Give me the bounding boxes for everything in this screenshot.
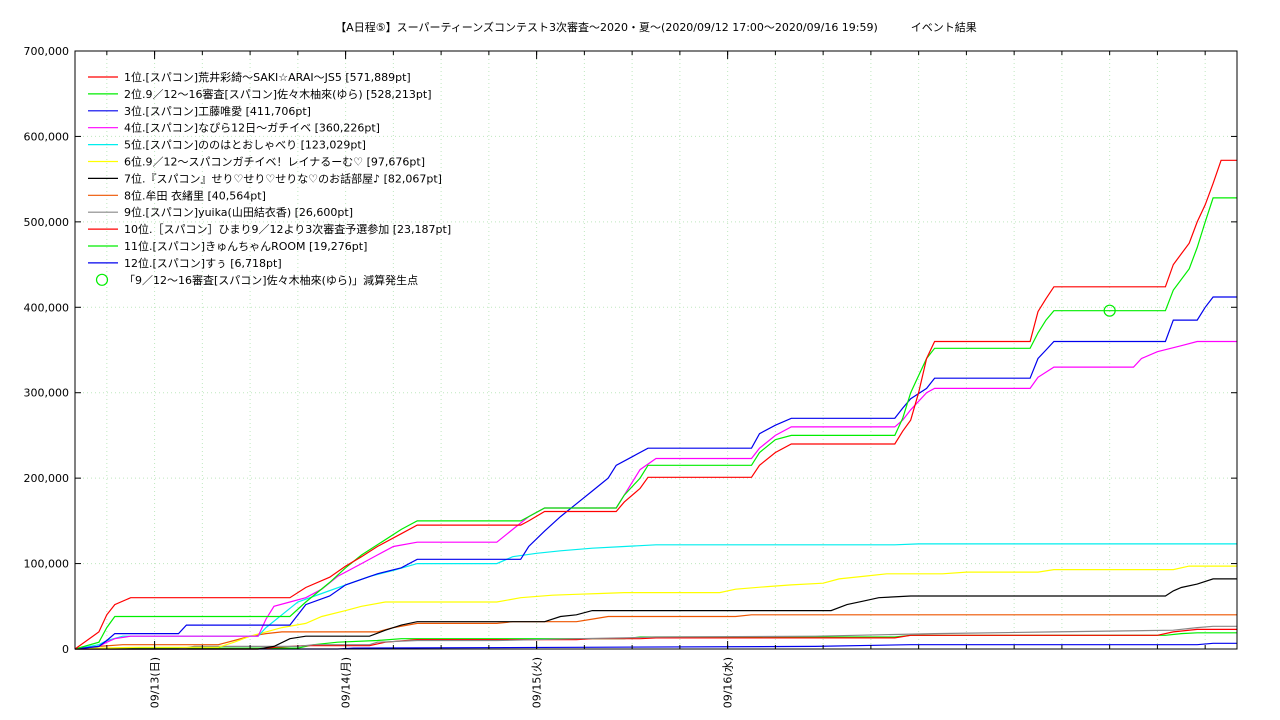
legend-label: 7位.『スパコン』せり♡せり♡せりな♡のお話部屋♪ [82,067pt] [124, 171, 442, 185]
legend-label: 9位.[スパコン]yuika(山田結衣香) [26,600pt] [124, 205, 353, 219]
x-tick-label: 09/15(火) [531, 657, 544, 708]
gridlines [75, 51, 1237, 649]
legend-label: 10位.［スパコン］ひまり9／12より3次審査予選参加 [23,187pt] [124, 222, 451, 236]
series-line [74, 197, 1237, 650]
y-tick-label: 200,000 [24, 472, 70, 485]
legend-label: 11位.[スパコン]きゅんちゃんROOM [19,276pt] [124, 239, 367, 253]
series-line [74, 565, 1237, 650]
y-tick-label: 100,000 [24, 558, 70, 571]
annotation [1103, 304, 1116, 317]
y-tick-label: 600,000 [24, 130, 70, 143]
legend-label: 6位.9／12〜スパコンガチイベ！レイナるーむ♡ [97,676pt] [124, 155, 425, 169]
legend-label: 8位.牟田 衣緒里 [40,564pt] [124, 188, 266, 202]
x-tick-label: 09/16(水) [722, 657, 735, 708]
y-tick-label: 300,000 [24, 387, 70, 400]
x-tick-label: 09/13(日) [149, 657, 162, 708]
series-line [75, 578, 1237, 650]
legend-label: 12位.[スパコン]すぅ [6,718pt] [124, 256, 282, 270]
legend-label: 2位.9／12〜16審査[スパコン]佐々木柚來(ゆら) [528,213pt] [124, 87, 432, 101]
axis-ticks: 0 100,000 200,000 300,000 400,000 500,000 600,… [24, 45, 1237, 708]
y-tick-label: 0 [62, 643, 69, 656]
x-tick-label: 09/14(月) [340, 657, 353, 708]
legend-marker [95, 273, 109, 286]
legend-label: 4位.[スパコン]なぴら12日〜ガチイベ [360,226pt] [124, 121, 380, 135]
legend-label: 5位.[スパコン]ののはとおしゃべり [123,029pt] [124, 138, 366, 152]
subtraction-point-marker [1103, 304, 1116, 317]
y-tick-label: 700,000 [24, 45, 70, 58]
series-lines [74, 159, 1237, 650]
legend-label: 1位.[スパコン]荒井彩綺〜SAKI☆ARAI〜JS5 [571,889pt] [124, 70, 411, 84]
y-tick-label: 500,000 [24, 216, 70, 229]
series-line [74, 159, 1237, 650]
y-tick-label: 400,000 [24, 301, 70, 314]
chart-title: 【A日程⑤】スーパーティーンズコンテスト3次審査〜2020・夏〜(2020/09… [335, 20, 977, 34]
legend: 1位.[スパコン]荒井彩綺〜SAKI☆ARAI〜JS5 [571,889pt] 2… [88, 70, 451, 287]
legend-label: 「9／12〜16審査[スパコン]佐々木柚來(ゆら)」減算発生点 [124, 273, 418, 287]
series-line [74, 340, 1237, 650]
plot-frame [74, 50, 1238, 650]
legend-label: 3位.[スパコン]工藤唯愛 [411,706pt] [124, 104, 311, 118]
series-line [74, 296, 1237, 650]
